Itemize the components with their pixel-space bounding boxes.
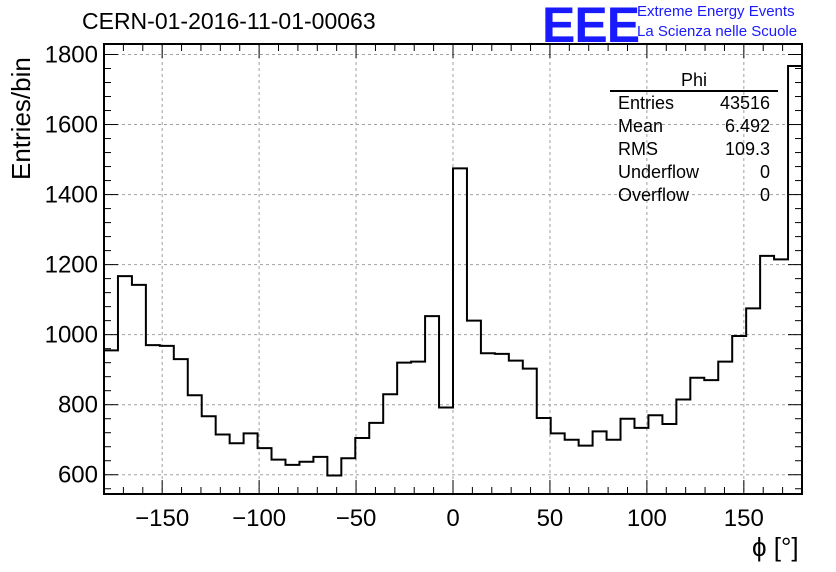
axis-ticks	[103, 44, 803, 494]
stats-label: Entries	[618, 93, 675, 113]
x-tick-label: −50	[336, 505, 377, 532]
stats-label: Overflow	[618, 185, 690, 205]
histogram-line	[104, 65, 802, 477]
stats-value: 0	[759, 162, 770, 182]
y-tick-label: 1000	[45, 322, 98, 349]
plot-title: CERN-01-2016-11-01-00063	[82, 8, 376, 34]
y-tick-label: 1600	[45, 112, 98, 139]
stats-value: 6.492	[724, 116, 770, 136]
y-tick-label: 1200	[45, 252, 98, 279]
y-tick-label: 1400	[45, 182, 98, 209]
stats-row-overflow: Overflow 0	[610, 184, 778, 207]
y-tick-label: 600	[58, 462, 98, 489]
stats-value: 43516	[719, 93, 770, 113]
stats-value: 109.3	[724, 139, 770, 159]
x-tick-label: 150	[724, 505, 764, 532]
stats-label: Underflow	[618, 162, 700, 182]
stats-row-entries: Entries 43516	[610, 92, 778, 115]
x-tick-label: 0	[446, 505, 459, 532]
stats-row-mean: Mean 6.492	[610, 115, 778, 138]
y-axis-title: Entries/bin	[6, 57, 36, 180]
stats-label: Mean	[618, 116, 664, 136]
stats-box: Phi Entries 43516 Mean 6.492 RMS 109.3 U…	[610, 70, 778, 207]
stats-row-rms: RMS 109.3	[610, 138, 778, 161]
eee-logo: EEE	[542, 0, 640, 53]
x-axis-title: ϕ [°]	[752, 532, 799, 562]
logo-line-1: Extreme Energy Events	[637, 3, 795, 20]
y-tick-label: 800	[58, 392, 98, 419]
logo-line-2: La Scienza nelle Scuole	[637, 23, 798, 40]
x-tick-label: 100	[627, 505, 667, 532]
stats-row-underflow: Underflow 0	[610, 161, 778, 184]
x-tick-label: 50	[537, 505, 564, 532]
x-tick-label: −100	[232, 505, 286, 532]
tick-labels: −150 −100 −50 0 50 100 150 600 800 1000 1200 1400 16…	[45, 42, 764, 532]
stats-value: 0	[759, 185, 770, 205]
stats-label: RMS	[618, 139, 658, 159]
x-tick-label: −150	[135, 505, 189, 532]
stats-title: Phi	[610, 70, 778, 92]
y-tick-label: 1800	[45, 42, 98, 69]
